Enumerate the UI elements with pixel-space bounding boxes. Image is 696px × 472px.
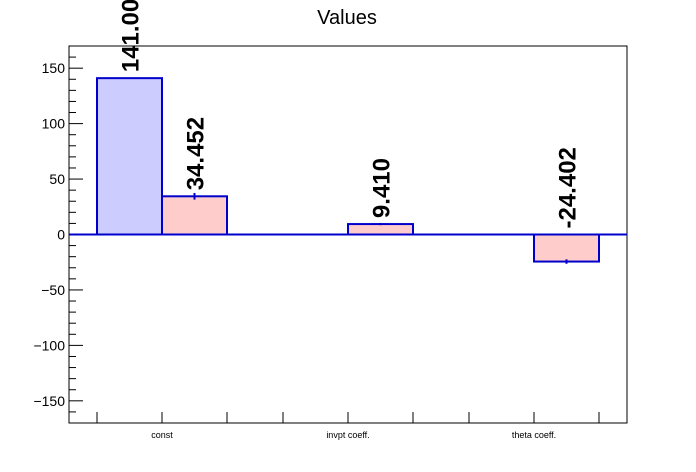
chart-title: Values — [317, 7, 377, 29]
data-label: 141.00 — [118, 0, 145, 72]
x-tick-label: const — [151, 430, 173, 440]
plot-area: −150 −100 −50 0 50 100 150 const invpt coeff. the… — [33, 0, 628, 440]
y-tick-label: −50 — [41, 282, 65, 298]
x-tick-label: theta coeff. — [512, 430, 556, 440]
y-tick-label: −100 — [33, 337, 65, 353]
y-tick-label: 100 — [42, 116, 66, 132]
y-tick-label: 150 — [42, 60, 66, 76]
data-label: 34.452 — [183, 117, 210, 190]
bar — [96, 77, 163, 236]
data-label: 9.410 — [369, 158, 396, 218]
y-tick-label: −150 — [33, 393, 65, 409]
bar — [161, 195, 228, 236]
y-tick-label: 50 — [49, 171, 65, 187]
y-tick-label: 0 — [57, 227, 65, 243]
data-label: -24.402 — [555, 147, 582, 228]
x-tick-label: invpt coeff. — [326, 430, 369, 440]
bar — [347, 223, 414, 236]
bar — [533, 233, 600, 263]
